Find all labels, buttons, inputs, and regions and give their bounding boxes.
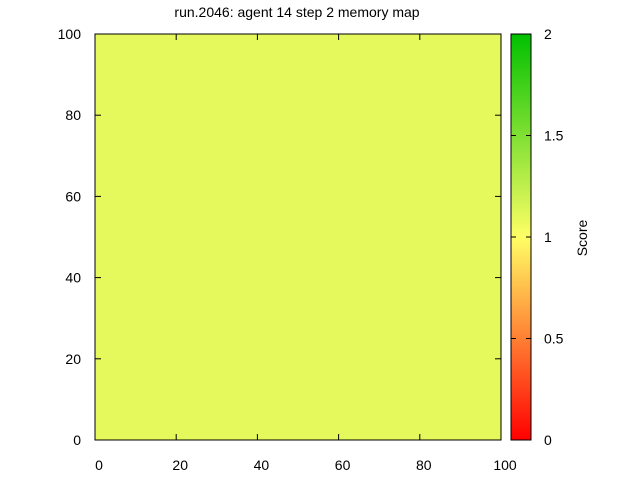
x-tick-label: 40 xyxy=(254,457,270,473)
y-tick-label: 0 xyxy=(73,432,81,448)
y-tick-label: 60 xyxy=(65,188,81,204)
x-tick-label: 100 xyxy=(493,457,517,473)
y-axis-ticks: 0 20 40 60 80 100 xyxy=(58,26,501,448)
colorbar-label: Score xyxy=(574,220,590,257)
x-tick-label: 20 xyxy=(172,457,188,473)
x-tick-label: 0 xyxy=(95,457,103,473)
chart-title: run.2046: agent 14 step 2 memory map xyxy=(174,4,419,20)
colorbar-ticks: 0 0.5 1 1.5 2 xyxy=(511,26,564,448)
colorbar-tick-label: 0 xyxy=(544,432,552,448)
x-axis-ticks: 0 20 40 60 80 100 xyxy=(94,34,517,473)
y-tick-label: 100 xyxy=(58,26,82,42)
colorbar-tick-label: 2 xyxy=(544,26,552,42)
heatmap-cells xyxy=(95,34,501,440)
colorbar-tick-label: 1.5 xyxy=(544,128,564,144)
plot-frame xyxy=(94,33,502,441)
colorbar-tick-label: 0.5 xyxy=(544,331,564,347)
colorbar-tick-label: 1 xyxy=(544,229,552,245)
x-tick-label: 80 xyxy=(416,457,432,473)
y-tick-label: 20 xyxy=(65,351,81,367)
y-tick-label: 80 xyxy=(65,107,81,123)
y-tick-label: 40 xyxy=(65,270,81,286)
x-tick-label: 60 xyxy=(335,457,351,473)
heatmap-cell xyxy=(95,34,501,440)
